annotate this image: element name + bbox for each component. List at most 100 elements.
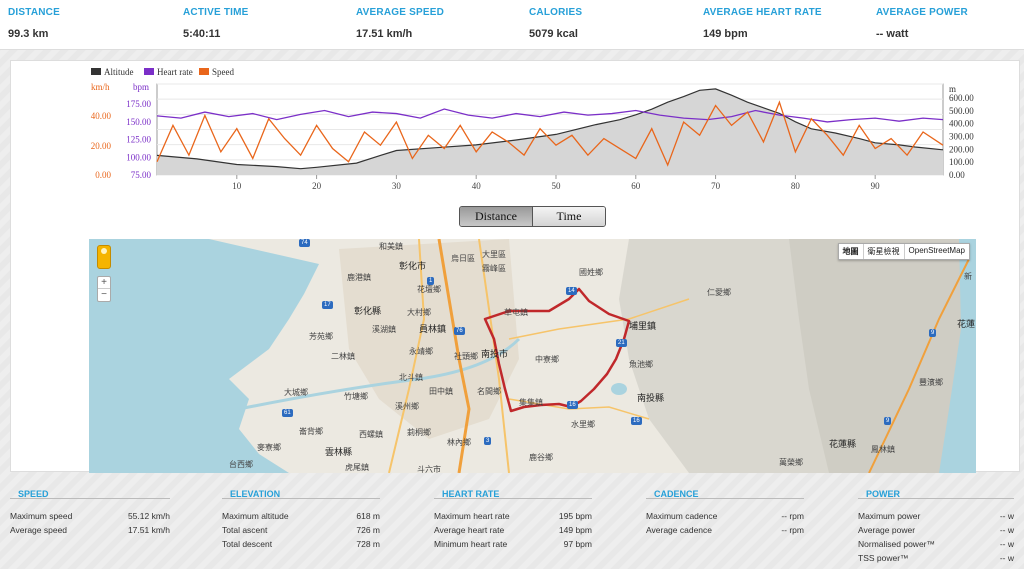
speed-axis-tick: 20.00 [91,141,112,151]
road-shield: 61 [282,409,293,417]
x-axis-tick: 90 [871,181,881,191]
map-label: 麥寮鄉 [257,443,281,452]
hr-axis-unit: bpm [133,82,149,92]
road-shield: 76 [454,327,465,335]
stat-value: 728 m [356,539,380,549]
stats-row: Minimum heart rate 97 bpm [434,539,592,553]
stats-power: POWER Maximum power -- w Average power -- … [858,483,1014,567]
map-type-satellite[interactable]: 衛星檢視 [864,244,905,259]
x-axis-tick: 70 [711,181,721,191]
x-axis-tick: 80 [791,181,801,191]
map-label: 和美鎮 [379,242,403,251]
map-label: 花壇鄉 [417,285,441,294]
street-view-pegman-icon[interactable] [97,245,111,269]
stat-key: Minimum heart rate [434,539,508,549]
stat-value: 149 bpm [558,525,592,535]
map-label: 永靖鄉 [409,347,433,356]
stats-row: Maximum altitude 618 m [222,511,380,525]
stat-key: Normalised power™ [858,539,935,549]
distance-toggle-button[interactable]: Distance [460,207,533,226]
speed-axis-tick: 0.00 [95,170,111,180]
stats-power-title: POWER [858,483,1014,499]
stats-elevation: ELEVATION Maximum altitude 618 m Total as… [222,483,380,553]
stat-key: Maximum heart rate [434,511,510,521]
summary-label: AVERAGE HEART RATE [703,7,822,18]
stat-value: 97 bpm [563,539,592,549]
map-label: 彰化市 [399,262,427,272]
stat-key: Maximum power [858,511,921,521]
hr-axis-tick: 175.00 [126,99,151,109]
stat-key: Average power [858,525,916,535]
stats-row: Maximum speed 55.12 km/h [10,511,170,525]
stats-elevation-title: ELEVATION [222,483,380,499]
map-canvas[interactable] [89,239,976,473]
stat-value: -- w [999,511,1014,521]
summary-value: 17.51 km/h [356,28,413,40]
zoom-out-button[interactable]: − [101,289,107,300]
summary-label: DISTANCE [8,7,60,18]
map-label: 竹塘鄉 [344,392,368,401]
route-map[interactable]: + − 地圖 衛星檢視 OpenStreetMap 和美鎮 彰化市 大里區 霧峰… [89,239,976,473]
stat-key: Maximum speed [10,511,73,521]
legend-label: Altitude [104,67,134,77]
altitude-axis-tick: 100.00 [949,157,974,167]
road-shield: 3 [484,437,492,445]
map-type-roadmap[interactable]: 地圖 [839,244,864,259]
map-label: 花蓮 [957,320,976,330]
urban-area [339,239,519,439]
map-label: 烏日區 [451,254,475,263]
stats-row: Maximum heart rate 195 bpm [434,511,592,525]
speed-axis-unit: km/h [91,82,110,92]
x-axis-tick: 20 [312,181,322,191]
stats-row: Total descent 728 m [222,539,380,553]
map-label: 彰化縣 [354,307,382,317]
stat-key: Average cadence [646,525,713,535]
map-type-osm[interactable]: OpenStreetMap [908,246,965,255]
map-label: 大城鄉 [284,388,308,397]
summary-value: 5079 kcal [529,28,578,40]
map-label: 埔里鎮 [629,322,657,332]
map-type-control: 地圖 衛星檢視 OpenStreetMap [837,243,970,260]
stats-row: Maximum power -- w [858,511,1014,525]
x-axis-tick: 50 [551,181,561,191]
stat-key: Total ascent [222,525,268,535]
road-shield: 74 [299,239,310,247]
x-axis-tick: 60 [631,181,641,191]
zoom-in-button[interactable]: + [98,277,110,289]
road-shield: 1 [427,277,435,285]
x-axis-tick: 10 [232,181,242,191]
highway [388,239,426,473]
road-shield: 21 [616,339,627,347]
mountain-terrain [789,239,976,473]
stat-value: 195 bpm [558,511,592,521]
map-label: 霧峰區 [482,264,506,273]
stat-value: -- rpm [781,525,804,535]
summary-label: CALORIES [529,7,583,18]
map-label: 台西鄉 [229,460,253,469]
map-label: 國姓鄉 [579,268,603,277]
hr-axis-tick: 100.00 [126,152,151,162]
altitude-axis-unit: m [949,84,956,94]
map-label: 魚池鄉 [629,360,653,369]
map-label: 虎尾鎮 [345,463,369,472]
time-toggle-button[interactable]: Time [533,207,605,226]
stat-value: -- w [999,525,1014,535]
altitude-axis-tick: 500.00 [949,106,974,116]
zoom-control: + − [97,276,111,302]
stats-heart-rate-title: HEART RATE [434,483,592,499]
map-label: 中寮鄉 [535,355,559,364]
stats-cadence: CADENCE Maximum cadence -- rpm Average ca… [646,483,804,539]
river [238,337,521,411]
road-shield: 14 [566,287,577,295]
stat-key: Maximum cadence [646,511,718,521]
stat-value: 726 m [356,525,380,535]
detail-stats: SPEED Maximum speed 55.12 km/h Average sp… [0,483,1024,569]
map-label: 鹿港鎮 [347,273,371,282]
map-label: 社頭鄉 [454,352,478,361]
map-label: 花蓮縣 [829,440,857,450]
elevation-chart[interactable]: km/h bpm 40.00 20.00 0.00 175.00 150.00 125.00 1… [11,61,1019,201]
stats-row: Normalised power™ -- w [858,539,1014,553]
map-label: 萬榮鄉 [779,458,803,467]
road-shield: 9 [929,329,937,337]
stat-value: -- w [999,539,1014,549]
